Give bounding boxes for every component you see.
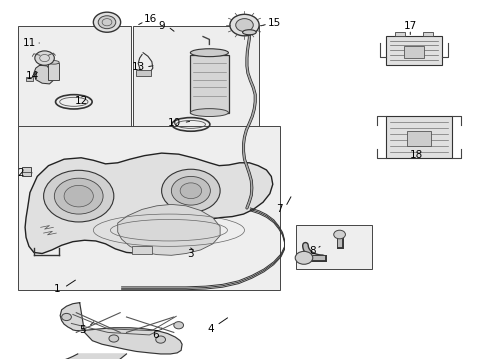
Circle shape — [161, 169, 220, 212]
Polygon shape — [118, 204, 220, 255]
Bar — [423, 32, 432, 36]
Bar — [18, 126, 279, 290]
Polygon shape — [63, 354, 126, 360]
Circle shape — [156, 336, 165, 343]
Bar — [22, 167, 31, 176]
Bar — [406, 131, 430, 146]
Circle shape — [333, 230, 345, 239]
Bar — [386, 116, 451, 158]
Text: 15: 15 — [267, 18, 281, 28]
Bar — [295, 225, 371, 269]
Text: 18: 18 — [408, 150, 422, 160]
Circle shape — [54, 178, 103, 214]
Ellipse shape — [242, 30, 256, 35]
Text: 2: 2 — [17, 168, 23, 178]
Text: 13: 13 — [132, 62, 145, 72]
Text: 11: 11 — [22, 38, 36, 48]
Bar — [404, 45, 423, 58]
Circle shape — [180, 183, 201, 199]
Circle shape — [173, 321, 183, 329]
Text: 1: 1 — [53, 284, 60, 294]
Circle shape — [171, 176, 210, 205]
Circle shape — [295, 251, 312, 264]
Polygon shape — [25, 153, 272, 253]
Circle shape — [61, 314, 71, 320]
Bar — [48, 63, 59, 80]
Text: 3: 3 — [187, 248, 194, 258]
Text: 9: 9 — [158, 21, 164, 31]
Text: 6: 6 — [152, 330, 159, 340]
Ellipse shape — [48, 60, 59, 64]
Bar — [189, 55, 228, 113]
Bar — [136, 69, 151, 76]
Polygon shape — [60, 303, 182, 354]
Bar — [132, 246, 152, 253]
Text: 16: 16 — [144, 14, 157, 24]
Text: 4: 4 — [206, 324, 213, 334]
Text: 17: 17 — [403, 21, 416, 31]
Ellipse shape — [190, 109, 228, 117]
Circle shape — [98, 16, 116, 29]
Circle shape — [64, 185, 93, 207]
Circle shape — [109, 335, 119, 342]
Circle shape — [93, 12, 121, 32]
Bar — [386, 36, 441, 64]
Text: 5: 5 — [79, 325, 86, 335]
Bar — [394, 32, 404, 36]
Polygon shape — [34, 65, 53, 84]
Bar — [26, 77, 33, 81]
Bar — [133, 26, 259, 138]
Bar — [18, 26, 131, 131]
Text: 10: 10 — [168, 118, 181, 128]
Circle shape — [235, 19, 253, 32]
Text: 8: 8 — [309, 246, 315, 256]
Circle shape — [35, 51, 54, 65]
Text: 14: 14 — [26, 71, 39, 81]
Circle shape — [43, 170, 114, 222]
Circle shape — [229, 14, 259, 36]
Text: 12: 12 — [74, 96, 87, 106]
Text: 7: 7 — [276, 204, 283, 214]
Ellipse shape — [190, 49, 228, 57]
